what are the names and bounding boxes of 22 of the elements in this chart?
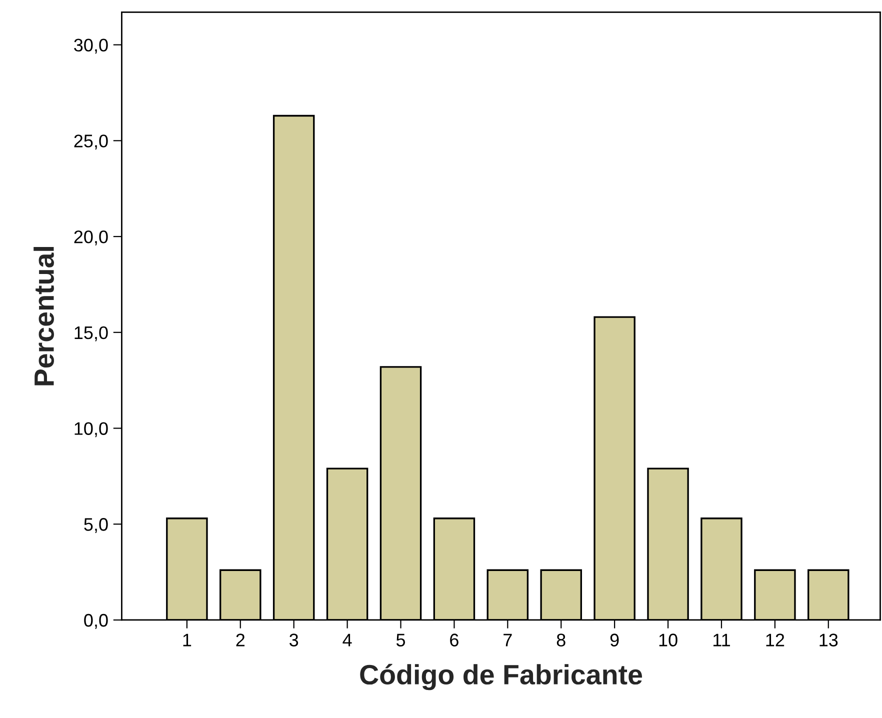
y-tick-label: 0,0 (84, 614, 108, 629)
x-tick-label: 1 (183, 634, 192, 646)
y-axis-title: Percentual (34, 247, 54, 386)
x-tick-label: 10 (659, 634, 678, 646)
x-tick-label: 11 (713, 634, 730, 646)
y-tick-label: 5,0 (84, 518, 108, 533)
y-tick-label: 10,0 (74, 422, 108, 438)
x-axis-title: Código de Fabricante (360, 664, 642, 690)
x-tick-label: 3 (290, 634, 298, 646)
x-tick-label: 7 (504, 634, 512, 646)
x-tick-label: 2 (236, 634, 244, 646)
x-tick-label: 5 (396, 634, 406, 646)
y-tick-label: 15,0 (74, 326, 108, 342)
y-tick-label: 30,0 (74, 38, 108, 54)
x-tick-label: 13 (820, 634, 838, 646)
x-tick-label: 8 (556, 634, 566, 646)
y-tick-label: 20,0 (74, 230, 108, 246)
x-tick-label: 9 (610, 634, 619, 646)
y-tick-label: 25,0 (74, 134, 108, 150)
x-tick-label: 6 (450, 634, 458, 646)
x-tick-label: 4 (342, 634, 352, 646)
x-tick-label: 12 (766, 634, 784, 646)
